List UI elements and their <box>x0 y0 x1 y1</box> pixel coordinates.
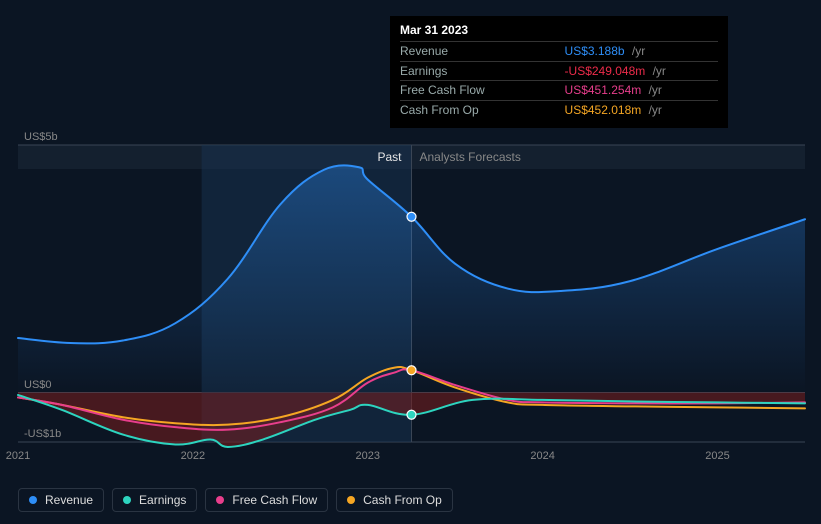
legend-item-fcf[interactable]: Free Cash Flow <box>205 488 328 512</box>
y-axis-label: -US$1b <box>24 428 61 440</box>
revenue-dot-icon <box>29 496 37 504</box>
legend-item-revenue[interactable]: Revenue <box>18 488 104 512</box>
chart-tooltip: Mar 31 2023 RevenueUS$3.188b /yrEarnings… <box>390 16 728 128</box>
financials-chart: US$5b US$0 -US$1b 2021 2022 2023 2024 2025 Pas… <box>0 0 821 524</box>
legend-label: Revenue <box>45 493 93 507</box>
tooltip-row: Cash From OpUS$452.018m /yr <box>400 101 718 120</box>
forecast-label: Analysts Forecasts <box>420 150 521 164</box>
x-axis-label: 2022 <box>181 450 205 462</box>
cfo-dot-icon <box>347 496 355 504</box>
x-axis-label: 2021 <box>6 450 30 462</box>
x-axis-label: 2025 <box>705 450 729 462</box>
x-axis-label: 2023 <box>356 450 380 462</box>
x-axis-label: 2024 <box>530 450 554 462</box>
tooltip-row: Earnings-US$249.048m /yr <box>400 61 718 81</box>
legend-label: Earnings <box>139 493 186 507</box>
earnings-dot-icon <box>123 496 131 504</box>
y-axis-label: US$5b <box>24 131 58 143</box>
legend-label: Cash From Op <box>363 493 442 507</box>
tooltip-title: Mar 31 2023 <box>400 22 718 41</box>
legend-item-cfo[interactable]: Cash From Op <box>336 488 453 512</box>
y-axis-label: US$0 <box>24 379 52 391</box>
tooltip-row: RevenueUS$3.188b /yr <box>400 41 718 61</box>
legend-label: Free Cash Flow <box>232 493 317 507</box>
tooltip-row: Free Cash FlowUS$451.254m /yr <box>400 81 718 101</box>
legend-item-earnings[interactable]: Earnings <box>112 488 197 512</box>
chart-legend: Revenue Earnings Free Cash Flow Cash From O… <box>18 488 453 512</box>
past-label: Past <box>378 150 402 164</box>
fcf-dot-icon <box>216 496 224 504</box>
